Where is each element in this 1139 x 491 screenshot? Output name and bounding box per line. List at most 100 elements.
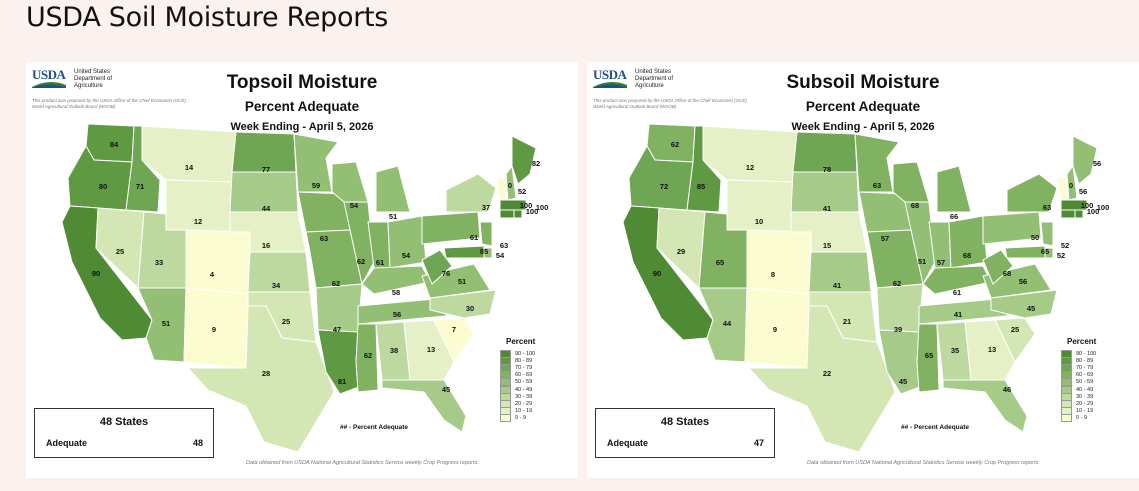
state-value-ri: 100 <box>1097 203 1110 212</box>
state-sc <box>433 317 475 363</box>
state-value-ms: 62 <box>364 351 372 360</box>
legend-range-label: 0 - 9 <box>515 415 527 422</box>
state-map-svg: 84 80 90 71 25 14 12 33 51 4 9 77 44 16 34 25 28 59 63 62 47… <box>61 123 549 453</box>
summary-box: 48 States Adequate 47 <box>595 408 775 458</box>
state-nc <box>990 289 1058 319</box>
legend-range-label: 20 - 29 <box>1076 400 1094 407</box>
state-value-al: 38 <box>390 346 398 355</box>
state-value-ny: 63 <box>1043 203 1051 212</box>
state-value-ar: 39 <box>894 325 902 334</box>
state-value-mi: 51 <box>389 212 397 221</box>
state-value-id: 71 <box>136 182 144 191</box>
state-value-co: 8 <box>771 270 775 279</box>
state-pa <box>421 211 481 245</box>
state-ny <box>1006 173 1058 213</box>
state-tx <box>747 305 896 453</box>
logo-arc-icon <box>32 81 66 88</box>
state-value-vt: 0 <box>508 181 512 190</box>
department-name: United States Department of Agriculture <box>74 69 113 89</box>
legend-swatch <box>1061 414 1072 423</box>
state-value-mo: 62 <box>893 279 901 288</box>
state-value-tn: 56 <box>393 310 401 319</box>
state-value-il: 51 <box>918 257 926 266</box>
state-map-svg: 62 72 90 85 29 12 10 65 44 8 9 78 41 15 41 21 22 63 57 62 39… <box>622 123 1110 453</box>
state-value-ok: 25 <box>282 317 290 326</box>
state-mt <box>702 125 798 183</box>
state-value-ne: 16 <box>262 241 270 250</box>
us-state-map: 84 80 90 71 25 14 12 33 51 4 9 77 44 16 34 25 28 59 63 62 47… <box>26 123 578 460</box>
legend-item: 0 - 9 <box>1061 414 1131 423</box>
legend-range-label: 30 - 39 <box>1076 393 1094 400</box>
state-ct <box>1060 209 1076 219</box>
state-tn <box>918 297 1008 325</box>
state-ga <box>403 319 455 381</box>
state-value-wv: 68 <box>1003 269 1011 278</box>
legend-range-label: 70 - 79 <box>1076 364 1094 371</box>
state-mi <box>375 165 411 213</box>
legend-swatch <box>500 414 511 423</box>
summary-value: 48 <box>192 438 203 448</box>
state-value-sd: 44 <box>262 204 271 213</box>
summary-label: Adequate <box>46 438 88 448</box>
state-value-pa: 61 <box>470 233 478 242</box>
state-sc <box>994 317 1036 363</box>
state-value-ks: 41 <box>833 281 841 290</box>
state-value-ms: 65 <box>925 351 933 360</box>
state-value-ct: 100 <box>520 201 533 210</box>
legend-range-label: 10 - 19 <box>515 408 533 415</box>
legend-range-label: 60 - 69 <box>1076 372 1094 379</box>
map-week: Week Ending - April 5, 2026 <box>230 121 374 133</box>
state-value-fl: 46 <box>1003 385 1011 394</box>
state-value-mn: 59 <box>312 181 320 190</box>
state-value-al: 35 <box>951 346 959 355</box>
legend-range-label: 30 - 39 <box>515 393 533 400</box>
state-value-ia: 57 <box>881 234 889 243</box>
state-value-nc: 30 <box>466 304 474 313</box>
state-md <box>1004 245 1046 259</box>
state-value-co: 4 <box>210 270 215 279</box>
state-mn <box>293 133 339 193</box>
state-value-wy: 12 <box>194 217 202 226</box>
state-value-nv: 25 <box>116 247 124 256</box>
legend-range-label: 60 - 69 <box>515 372 533 379</box>
state-oh <box>387 215 427 269</box>
state-oh <box>948 215 988 269</box>
state-value-nh: 52 <box>518 187 526 196</box>
key-note: ## - Percent Adequate <box>340 424 409 431</box>
state-ky <box>361 265 431 295</box>
state-value-wa: 62 <box>671 140 679 149</box>
summary-box: 48 States Adequate 48 <box>34 408 214 458</box>
state-value-ca: 90 <box>653 269 661 278</box>
state-wi <box>892 161 930 203</box>
state-value-ri: 100 <box>536 203 549 212</box>
state-co <box>185 229 251 295</box>
state-value-az: 51 <box>162 319 170 328</box>
state-value-or: 72 <box>660 182 668 191</box>
state-value-tn: 41 <box>954 310 962 319</box>
state-co <box>746 229 812 295</box>
state-value-wy: 10 <box>755 217 763 226</box>
state-value-va: 51 <box>458 277 466 286</box>
state-ma <box>1060 199 1088 211</box>
legend-range-label: 80 - 89 <box>515 357 533 364</box>
legend-range-label: 40 - 49 <box>1076 386 1094 393</box>
state-value-mn: 63 <box>873 181 881 190</box>
state-value-nv: 29 <box>677 247 685 256</box>
state-wv <box>982 249 1014 285</box>
state-mn <box>854 133 900 193</box>
state-value-de: 52 <box>1057 251 1065 260</box>
state-value-me: 82 <box>532 159 540 168</box>
map-subtitle: Percent Adequate <box>805 99 921 114</box>
prepared-by-note: This product was prepared by the USDA Of… <box>593 98 747 109</box>
state-value-nh: 56 <box>1079 187 1087 196</box>
legend-title: Percent <box>1067 337 1097 346</box>
state-value-mt: 14 <box>185 163 194 172</box>
state-value-nm: 9 <box>773 325 777 334</box>
us-state-map: 62 72 90 85 29 12 10 65 44 8 9 78 41 15 41 21 22 63 57 62 39… <box>587 123 1139 460</box>
state-value-la: 81 <box>338 377 346 386</box>
state-fl <box>942 379 1028 433</box>
state-value-wi: 54 <box>350 201 359 210</box>
state-ms <box>916 323 940 393</box>
source-note: Data obtained from USDA National Agricul… <box>246 460 479 466</box>
legend-title: Percent <box>506 337 536 346</box>
